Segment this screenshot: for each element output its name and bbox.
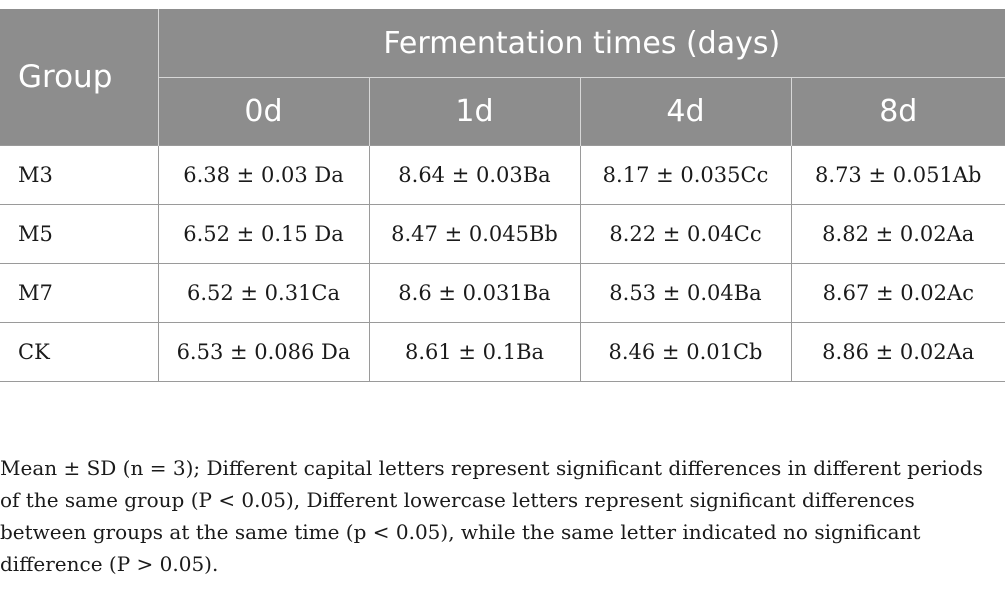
value-cell: 6.52 ± 0.31Ca xyxy=(157,263,370,323)
value-cell: 6.38 ± 0.03 Da xyxy=(157,145,370,205)
group-cell: M7 xyxy=(0,263,159,323)
day-header-8d: 8d xyxy=(791,77,1005,146)
value-cell: 6.53 ± 0.086 Da xyxy=(157,322,370,382)
table-body: M3 6.38 ± 0.03 Da 8.64 ± 0.03Ba 8.17 ± 0… xyxy=(0,145,1005,382)
value-cell: 8.17 ± 0.035Cc xyxy=(579,145,792,205)
table-row: M5 6.52 ± 0.15 Da 8.47 ± 0.045Bb 8.22 ± … xyxy=(0,204,1005,264)
table-row: M3 6.38 ± 0.03 Da 8.64 ± 0.03Ba 8.17 ± 0… xyxy=(0,145,1005,205)
group-column-header: Group xyxy=(0,9,159,146)
value-cell: 8.61 ± 0.1Ba xyxy=(368,322,581,382)
day-header-0d: 0d xyxy=(158,77,370,146)
table-footnote: Mean ± SD (n = 3); Different capital let… xyxy=(0,456,983,576)
value-cell: 8.6 ± 0.031Ba xyxy=(368,263,581,323)
table-row: CK 6.53 ± 0.086 Da 8.61 ± 0.1Ba 8.46 ± 0… xyxy=(0,322,1005,382)
value-cell: 6.52 ± 0.15 Da xyxy=(157,204,370,264)
table-header: Group Fermentation times (days) 0d 1d 4d… xyxy=(0,9,1005,146)
value-cell: 8.67 ± 0.02Ac xyxy=(790,263,1005,323)
data-table-container: Group Fermentation times (days) 0d 1d 4d… xyxy=(0,9,1005,382)
value-cell: 8.82 ± 0.02Aa xyxy=(790,204,1005,264)
group-cell: M5 xyxy=(0,204,159,264)
table-row: M7 6.52 ± 0.31Ca 8.6 ± 0.031Ba 8.53 ± 0.… xyxy=(0,263,1005,323)
value-cell: 8.73 ± 0.051Ab xyxy=(790,145,1005,205)
group-cell: CK xyxy=(0,322,159,382)
value-cell: 8.22 ± 0.04Cc xyxy=(579,204,792,264)
day-header-1d: 1d xyxy=(369,77,581,146)
value-cell: 8.53 ± 0.04Ba xyxy=(579,263,792,323)
group-cell: M3 xyxy=(0,145,159,205)
value-cell: 8.46 ± 0.01Cb xyxy=(579,322,792,382)
value-cell: 8.64 ± 0.03Ba xyxy=(368,145,581,205)
value-cell: 8.86 ± 0.02Aa xyxy=(790,322,1005,382)
fermentation-times-header: Fermentation times (days) xyxy=(158,9,1005,78)
day-header-4d: 4d xyxy=(580,77,792,146)
value-cell: 8.47 ± 0.045Bb xyxy=(368,204,581,264)
fermentation-table: Group Fermentation times (days) 0d 1d 4d… xyxy=(0,9,1005,382)
